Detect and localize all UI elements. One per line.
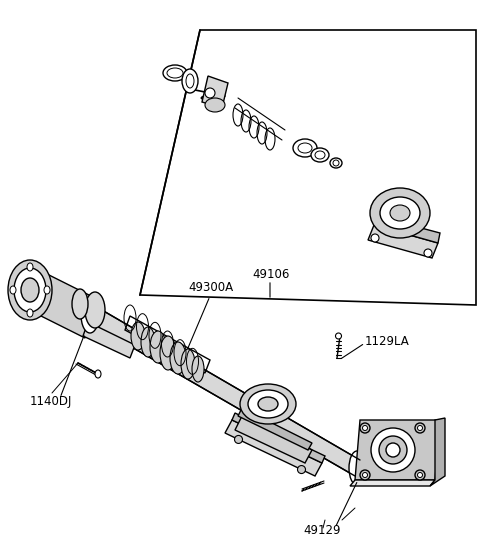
Ellipse shape (315, 151, 325, 159)
Ellipse shape (415, 470, 425, 480)
Ellipse shape (333, 160, 339, 166)
Ellipse shape (27, 309, 33, 317)
Ellipse shape (10, 286, 16, 294)
Polygon shape (140, 30, 476, 305)
Ellipse shape (415, 423, 425, 433)
Ellipse shape (167, 68, 183, 78)
Ellipse shape (336, 333, 341, 339)
Text: 49300A: 49300A (188, 281, 233, 294)
Polygon shape (350, 480, 435, 486)
Ellipse shape (380, 197, 420, 229)
Ellipse shape (170, 342, 186, 374)
Ellipse shape (27, 263, 33, 271)
Ellipse shape (360, 470, 370, 480)
Ellipse shape (182, 69, 198, 93)
Polygon shape (235, 416, 312, 463)
Ellipse shape (205, 88, 215, 98)
Text: 49106: 49106 (252, 268, 289, 281)
Ellipse shape (371, 234, 379, 242)
Ellipse shape (390, 205, 410, 221)
Polygon shape (355, 420, 440, 480)
Ellipse shape (298, 465, 305, 474)
Ellipse shape (362, 473, 368, 478)
Ellipse shape (418, 426, 422, 431)
Ellipse shape (186, 74, 194, 88)
Ellipse shape (370, 188, 430, 238)
Ellipse shape (85, 292, 105, 328)
Ellipse shape (349, 451, 365, 485)
Ellipse shape (371, 428, 415, 472)
Ellipse shape (362, 426, 368, 431)
Polygon shape (238, 408, 312, 450)
Ellipse shape (141, 327, 155, 357)
Ellipse shape (248, 390, 288, 418)
Polygon shape (202, 76, 228, 108)
Ellipse shape (379, 436, 407, 464)
Ellipse shape (21, 278, 39, 302)
Ellipse shape (160, 336, 176, 370)
Ellipse shape (293, 139, 317, 157)
Polygon shape (232, 413, 325, 463)
Ellipse shape (258, 397, 278, 411)
Polygon shape (368, 225, 438, 258)
Ellipse shape (386, 443, 400, 457)
Ellipse shape (424, 249, 432, 257)
Ellipse shape (8, 260, 52, 320)
Ellipse shape (330, 158, 342, 168)
Text: 1140DJ: 1140DJ (30, 395, 72, 408)
Ellipse shape (360, 423, 370, 433)
Ellipse shape (131, 322, 145, 350)
Polygon shape (90, 306, 360, 476)
Ellipse shape (163, 65, 187, 81)
Polygon shape (83, 322, 135, 358)
Ellipse shape (81, 297, 99, 333)
Ellipse shape (192, 356, 204, 382)
Polygon shape (374, 216, 440, 243)
Ellipse shape (240, 384, 296, 424)
Ellipse shape (72, 289, 88, 319)
Polygon shape (25, 268, 95, 338)
Ellipse shape (181, 349, 195, 379)
Ellipse shape (150, 331, 166, 363)
Ellipse shape (311, 148, 329, 162)
Ellipse shape (298, 143, 312, 153)
Polygon shape (225, 420, 322, 476)
Text: 49129: 49129 (303, 524, 340, 537)
Polygon shape (430, 418, 445, 486)
Ellipse shape (418, 473, 422, 478)
Ellipse shape (14, 268, 46, 312)
Ellipse shape (95, 370, 101, 378)
Ellipse shape (235, 435, 242, 444)
Text: 1129LA: 1129LA (365, 335, 410, 348)
Ellipse shape (44, 286, 50, 294)
Ellipse shape (205, 98, 225, 112)
